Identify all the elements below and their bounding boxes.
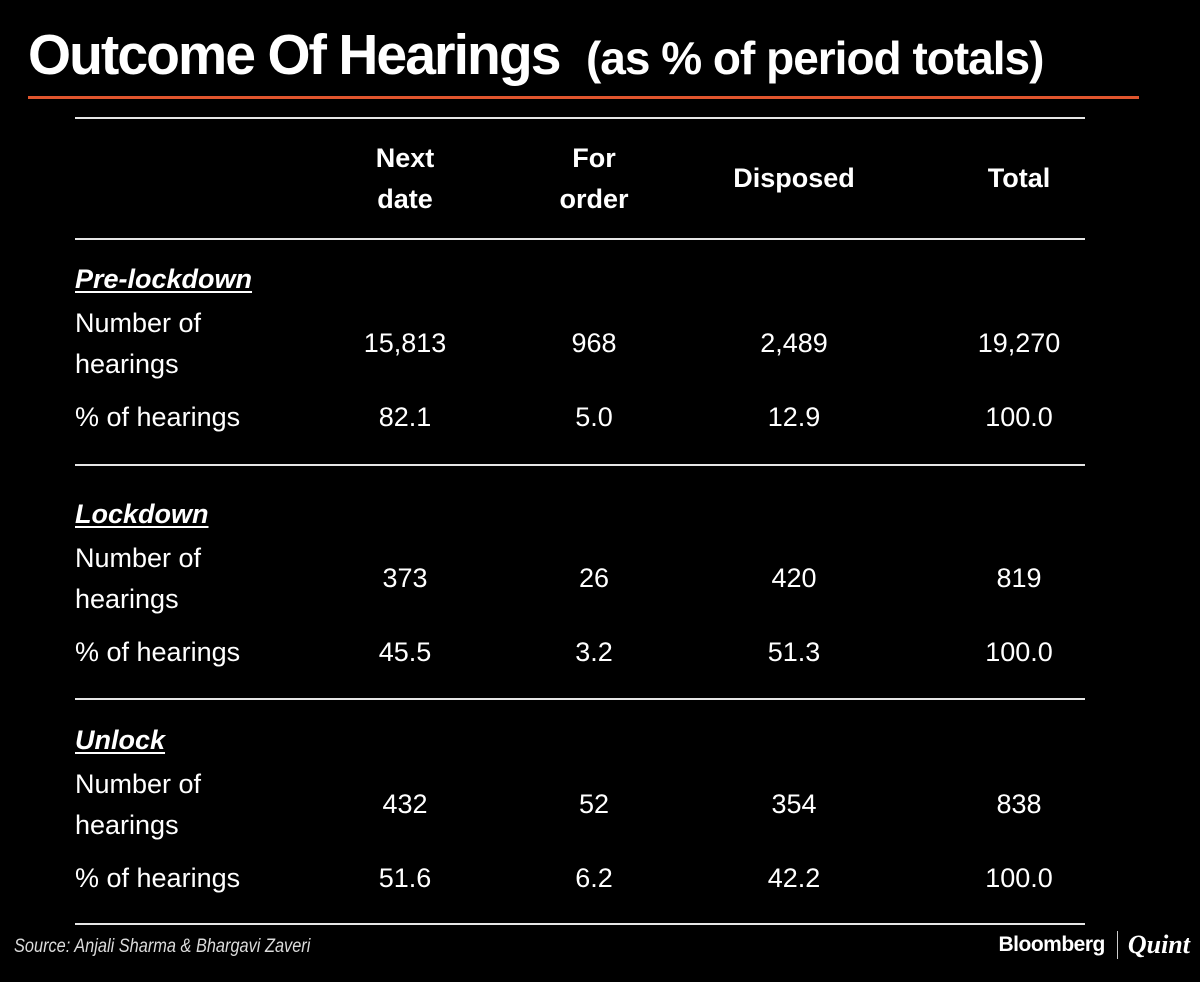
- table-cell: 838: [996, 789, 1042, 819]
- table-cell: 2,489: [760, 328, 828, 358]
- row-label: Number of hearings: [75, 769, 202, 840]
- row-label: % of hearings: [75, 637, 241, 667]
- table-cell: 42.2: [767, 863, 821, 893]
- table-cell: 100.0: [985, 863, 1053, 893]
- table-cell: 100.0: [985, 402, 1053, 432]
- column-header: Total: [987, 163, 1051, 193]
- table-cell: 45.5: [378, 637, 432, 667]
- logo-divider: [1116, 931, 1118, 959]
- table-cell: 420: [771, 563, 817, 593]
- table-cell: 6.2: [575, 863, 613, 893]
- table-cell: 51.6: [378, 863, 432, 893]
- table-cell: 968: [571, 328, 617, 358]
- table-cell: 5.0: [575, 402, 613, 432]
- section-heading: Lockdown: [75, 499, 209, 529]
- table-cell: 52: [578, 789, 610, 819]
- column-header: Disposed: [733, 163, 855, 193]
- logo-bloomberg: Bloomberg: [998, 933, 1106, 956]
- section-heading: Unlock: [75, 725, 166, 755]
- row-label: Number of hearings: [75, 543, 202, 614]
- table-cell: 15,813: [363, 328, 447, 358]
- section-heading: Pre-lockdown: [75, 264, 253, 294]
- table-cell: 354: [771, 789, 817, 819]
- table-cell: 819: [996, 563, 1042, 593]
- table-cell: 3.2: [575, 637, 613, 667]
- table-cell: 100.0: [985, 637, 1053, 667]
- section-rule: [75, 923, 1085, 925]
- table-cell: 51.3: [767, 637, 821, 667]
- table-header-rule: [75, 238, 1085, 240]
- logo-quint: Quint: [1127, 930, 1190, 959]
- column-header: Next date: [375, 143, 435, 214]
- row-label: % of hearings: [75, 863, 241, 893]
- table-cell: 19,270: [977, 328, 1061, 358]
- section-rule: [75, 464, 1085, 466]
- title-subtitle: (as % of period totals): [585, 32, 1044, 84]
- table-cell: 432: [382, 789, 428, 819]
- source-note: Source: Anjali Sharma & Bhargavi Zaveri: [14, 936, 311, 957]
- title-main: Outcome Of Hearings: [28, 23, 561, 87]
- table-cell: 26: [578, 563, 610, 593]
- section-rule: [75, 698, 1085, 700]
- title-accent-rule: [28, 96, 1139, 99]
- publisher-logo: Bloomberg Quint: [998, 930, 1190, 960]
- row-label: % of hearings: [75, 402, 241, 432]
- table-cell: 82.1: [378, 402, 432, 432]
- chart-title: Outcome Of Hearings (as % of period total…: [28, 22, 1178, 88]
- table-cell: 373: [382, 563, 428, 593]
- table-cell: 12.9: [767, 402, 821, 432]
- row-label: Number of hearings: [75, 308, 202, 379]
- table-top-rule: [75, 117, 1085, 119]
- column-header: For order: [559, 143, 629, 214]
